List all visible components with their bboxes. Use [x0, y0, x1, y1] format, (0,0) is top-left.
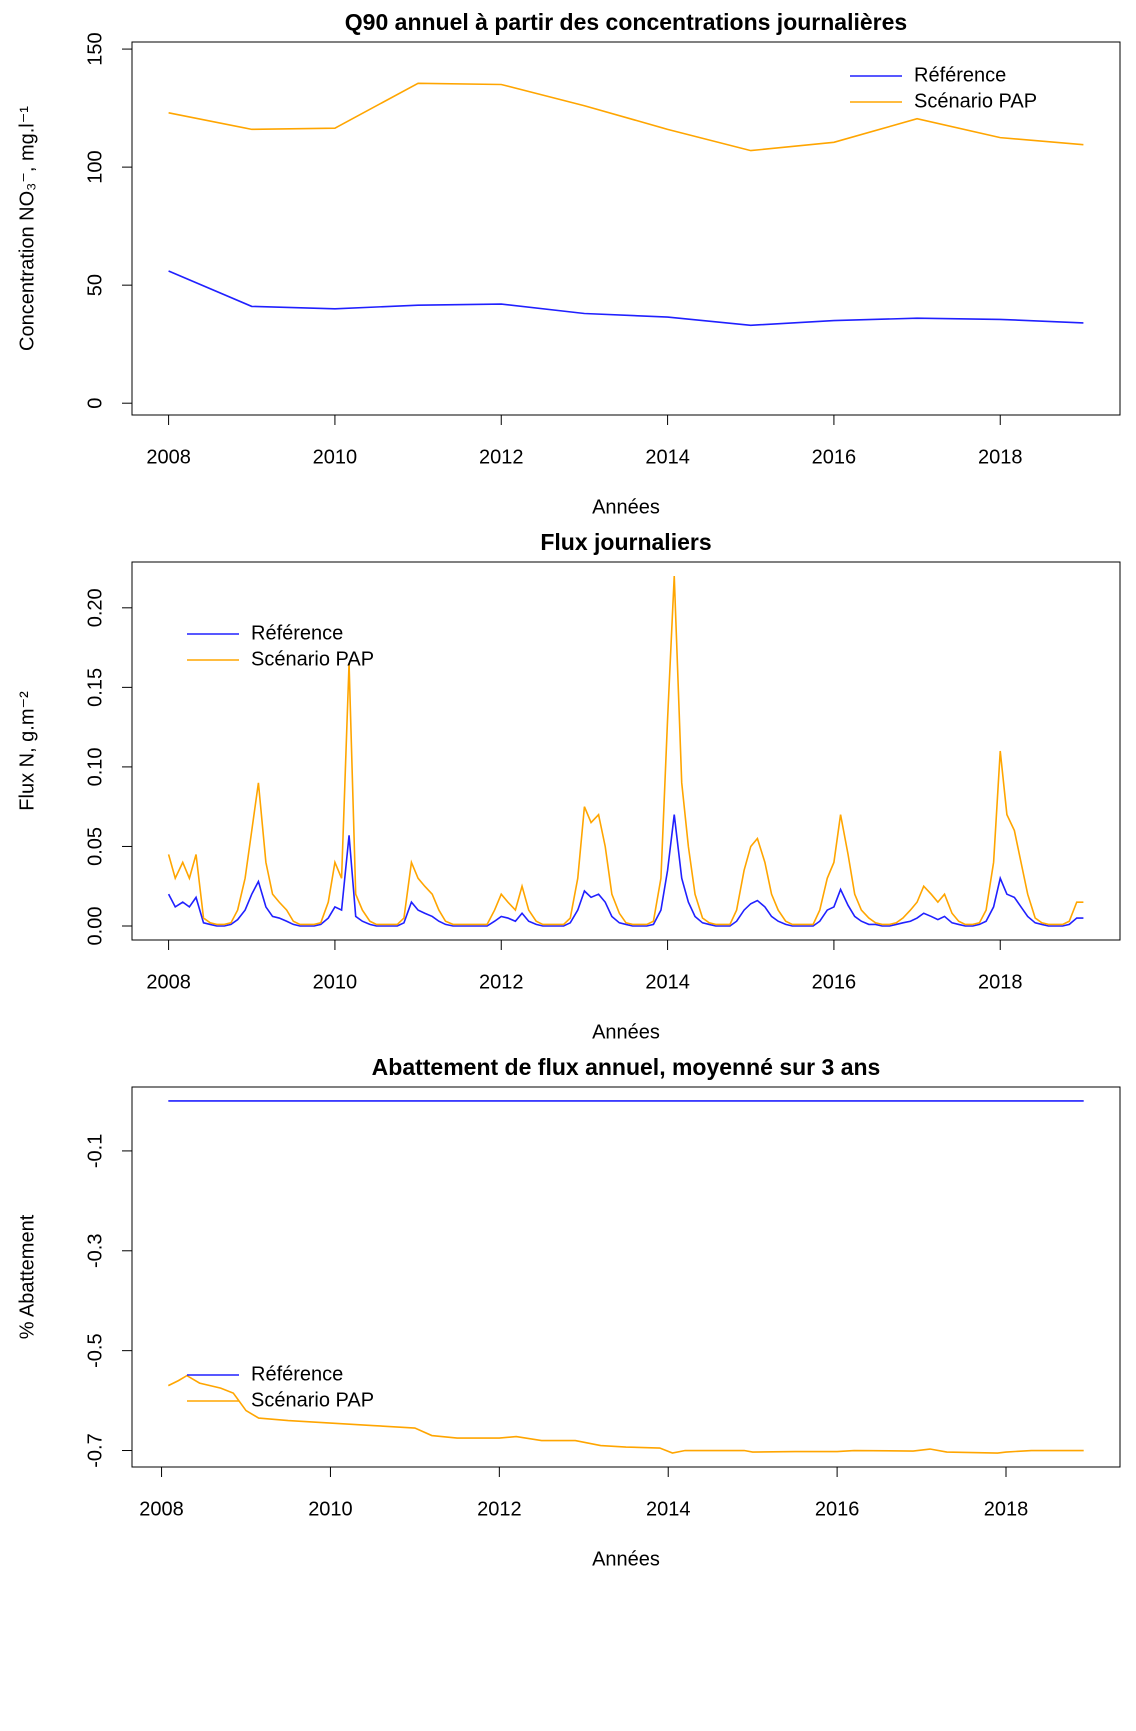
y-axis-label: % Abattement — [16, 1214, 38, 1339]
x-tick-label: 2018 — [984, 1498, 1029, 1520]
legend-label: Scénario PAP — [914, 90, 1037, 112]
legend-label: Scénario PAP — [251, 1389, 374, 1411]
series-line — [168, 82, 1084, 152]
x-tick-label: 2018 — [978, 446, 1023, 468]
legend-label: Référence — [251, 1363, 343, 1385]
x-axis-label: Années — [592, 1548, 660, 1570]
y-tick-label: 0.15 — [84, 668, 106, 707]
y-tick-label: 0.05 — [84, 827, 106, 866]
x-tick-label: 2008 — [146, 971, 191, 993]
x-tick-label: 2016 — [812, 971, 857, 993]
y-tick-label: 50 — [84, 274, 106, 296]
y-axis-label: Concentration NO₃⁻, mg.l⁻¹ — [16, 106, 38, 351]
x-tick-label: 2014 — [645, 971, 690, 993]
chart-title: Abattement de flux annuel, moyenné sur 3… — [372, 1054, 881, 1080]
x-axis-label: Années — [592, 496, 660, 518]
y-tick-label: -0.5 — [84, 1333, 106, 1367]
y-tick-label: 150 — [84, 32, 106, 65]
series-line — [167, 814, 1084, 927]
x-tick-label: 2012 — [479, 971, 524, 993]
chart-title: Q90 annuel à partir des concentrations j… — [345, 9, 907, 35]
y-tick-label: 0.10 — [84, 747, 106, 786]
series-line — [167, 575, 1084, 926]
chart-title: Flux journaliers — [540, 529, 711, 555]
x-tick-label: 2016 — [812, 446, 857, 468]
legend-label: Scénario PAP — [251, 648, 374, 670]
legend-label: Référence — [914, 64, 1006, 86]
x-tick-label: 2012 — [479, 446, 524, 468]
x-tick-label: 2010 — [308, 1498, 353, 1520]
x-tick-label: 2014 — [645, 446, 690, 468]
y-tick-label: 0.20 — [84, 588, 106, 627]
x-tick-label: 2008 — [146, 446, 191, 468]
series-line — [168, 270, 1084, 327]
y-tick-label: -0.1 — [84, 1134, 106, 1168]
x-tick-label: 2010 — [313, 446, 358, 468]
y-tick-label: 0.00 — [84, 907, 106, 946]
x-axis-label: Années — [592, 1021, 660, 1043]
y-tick-label: 100 — [84, 150, 106, 183]
x-tick-label: 2016 — [815, 1498, 860, 1520]
series-line — [167, 1374, 1084, 1454]
y-tick-label: 0 — [84, 398, 106, 409]
x-tick-label: 2010 — [313, 971, 358, 993]
x-tick-label: 2008 — [139, 1498, 184, 1520]
x-tick-label: 2012 — [477, 1498, 522, 1520]
legend-label: Référence — [251, 622, 343, 644]
x-tick-label: 2018 — [978, 971, 1023, 993]
plot-box — [131, 561, 1121, 941]
y-axis-label: Flux N, g.m⁻² — [16, 691, 38, 811]
y-tick-label: -0.7 — [84, 1433, 106, 1467]
y-tick-label: -0.3 — [84, 1234, 106, 1268]
x-tick-label: 2014 — [646, 1498, 691, 1520]
